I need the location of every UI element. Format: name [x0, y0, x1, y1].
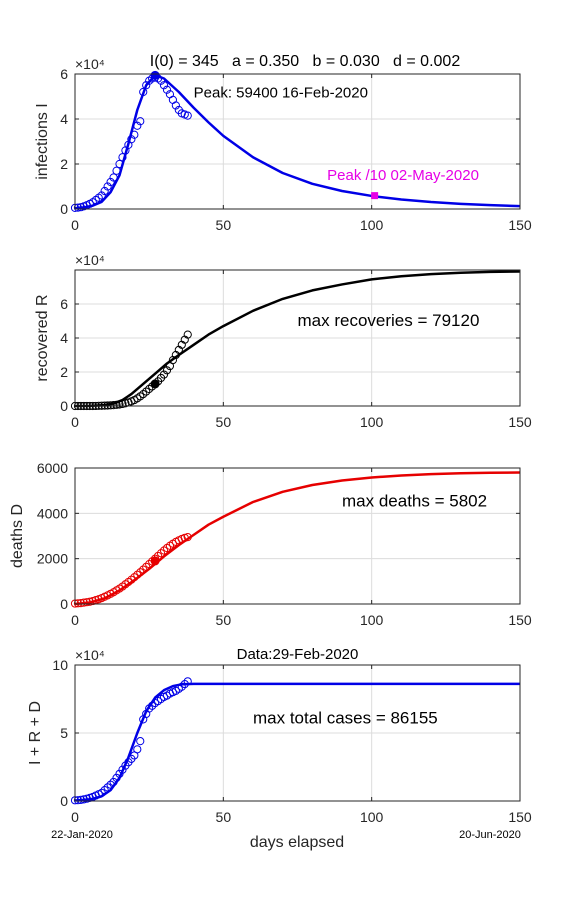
observed-point [156, 549, 166, 558]
observed-point [159, 546, 169, 555]
observed-point [133, 745, 142, 754]
x-tick-label: 0 [71, 414, 79, 430]
x-tick-label: 100 [360, 414, 384, 430]
observed-point [136, 117, 145, 126]
y-tick-label: 0 [60, 201, 68, 217]
observed-point [106, 177, 115, 187]
x-axis-label: days elapsed [250, 834, 344, 851]
peak-tenth-marker [371, 192, 379, 200]
x-tick-label: 50 [216, 809, 232, 825]
panel-2: 0 50 100 150 0 2 4 6 ×10⁴ recovered R max recoveri… [34, 252, 532, 430]
observed-point [162, 85, 172, 94]
y-tick-label: 0 [60, 793, 68, 809]
x-tick-label: 150 [508, 612, 532, 628]
observed-point [136, 737, 145, 746]
y-tick-label: 5 [60, 725, 68, 741]
panel-1: 0 50 100 150 0 2 4 6 ×10⁴ infections I Peak: 59400… [34, 56, 532, 233]
y-axis-label: recovered R [34, 294, 51, 381]
y-tick-label: 10 [52, 657, 68, 673]
observed-point [183, 111, 192, 120]
axes-frame [74, 73, 521, 210]
observed-point [97, 191, 106, 200]
observed-point [100, 186, 109, 196]
annotation: Peak /10 02-May-2020 [327, 167, 479, 184]
model-curve [74, 682, 520, 802]
y-tick-label: 0 [60, 596, 68, 612]
highlight-marker [150, 556, 160, 566]
observed-point [103, 182, 112, 191]
y-tick-label: 4000 [37, 505, 68, 521]
y-axis-label: infections I [34, 103, 51, 179]
panel-title: Data:29-Feb-2020 [237, 646, 359, 663]
y-tick-label: 0 [60, 398, 68, 414]
observed-point [139, 390, 148, 399]
y-tick-label: 6000 [37, 460, 68, 476]
x-tick-label: 50 [216, 414, 232, 430]
y-tick-label: 6 [60, 296, 68, 312]
observed-point [159, 370, 169, 379]
y-tick-label: 2000 [37, 551, 68, 567]
model-curve [74, 270, 521, 408]
annotation: max recoveries = 79120 [298, 311, 480, 330]
annotation: Peak: 59400 16-Feb-2020 [194, 85, 368, 102]
x-tick-label: 150 [508, 414, 532, 430]
y-tick-label: 2 [60, 156, 68, 172]
axes-frame [74, 467, 521, 605]
end-date-label: 20-Jun-2020 [459, 829, 521, 841]
x-tick-label: 100 [360, 217, 384, 233]
model-curve [74, 471, 521, 606]
y-axis-label: deaths D [9, 504, 26, 568]
observed-point [159, 81, 169, 90]
observed-point [142, 387, 151, 396]
y-exponent-label: ×10⁴ [75, 252, 105, 268]
x-tick-label: 50 [216, 217, 232, 233]
annotation: max deaths = 5802 [342, 492, 487, 511]
x-tick-label: 150 [508, 809, 532, 825]
observed-point [162, 366, 172, 375]
x-tick-label: 100 [360, 612, 384, 628]
y-tick-label: 4 [60, 111, 68, 127]
y-exponent-label: ×10⁴ [75, 56, 105, 72]
highlight-marker [150, 379, 160, 389]
panel-3: 0 50 100 150 0 2000 4000 6000 deaths D max deaths… [9, 460, 532, 628]
x-tick-label: 0 [71, 217, 79, 233]
x-tick-label: 50 [216, 612, 232, 628]
model-curve [74, 74, 521, 210]
plot-area [74, 73, 521, 210]
x-tick-label: 100 [360, 809, 384, 825]
panel-4: 0 50 100 150 0 5 10 ×10⁴ I + R + D Data:29-Feb-20… [27, 646, 532, 825]
start-date-label: 22-Jan-2020 [51, 829, 113, 841]
observed-point [171, 101, 180, 110]
observed-point [183, 330, 192, 339]
y-tick-label: 6 [60, 66, 68, 82]
x-tick-label: 0 [71, 809, 79, 825]
annotation: max total cases = 86155 [253, 708, 438, 727]
x-tick-label: 150 [508, 217, 532, 233]
y-tick-label: 2 [60, 364, 68, 380]
y-axis-label: I + R + D [27, 701, 44, 765]
x-tick-label: 0 [71, 612, 79, 628]
observed-point [145, 384, 154, 394]
highlight-marker [150, 70, 160, 80]
y-exponent-label: ×10⁴ [75, 647, 105, 663]
parameters-title: I(0) = 345 a = 0.350 b = 0.030 d = 0.002 [150, 53, 461, 70]
y-tick-label: 4 [60, 330, 68, 346]
